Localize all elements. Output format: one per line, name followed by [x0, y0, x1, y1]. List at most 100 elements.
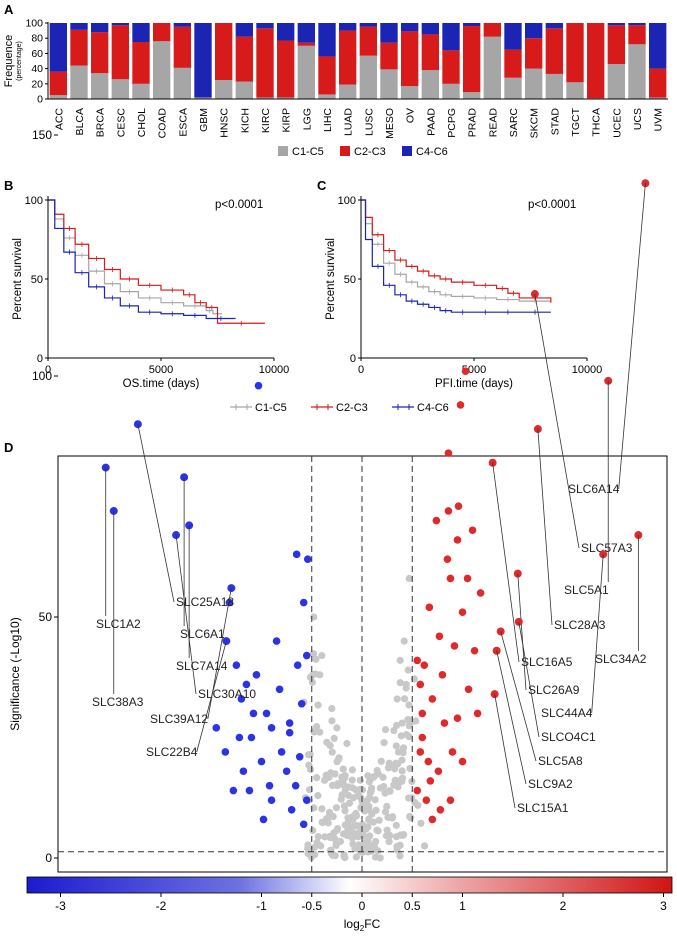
ns-point: [417, 819, 425, 827]
gene-leader-slc28a3: [537, 428, 553, 626]
ns-point: [325, 808, 334, 816]
ns-point: [405, 701, 413, 709]
bar-brca-c1c5: [90, 73, 109, 99]
ns-point: [316, 728, 324, 736]
ns-point: [392, 821, 400, 829]
curve-c2c3: [48, 199, 265, 324]
ns-point: [344, 783, 353, 791]
bar-paad-c1c5: [421, 70, 440, 99]
ns-point: [406, 764, 414, 773]
ns-point: [369, 818, 377, 826]
up-point: [450, 642, 459, 650]
bar-esca-c2c3: [173, 26, 192, 68]
ns-point: [365, 805, 373, 814]
ns-point: [363, 796, 371, 805]
up-point: [464, 685, 473, 694]
gene-label-slc34a2: SLC34A2: [595, 652, 647, 666]
ns-point: [381, 725, 390, 734]
ns-point: [337, 795, 345, 803]
ns-point: [364, 772, 372, 780]
x-tick-stad: STAD: [549, 108, 561, 136]
ns-point: [352, 809, 360, 817]
up-point: [444, 449, 453, 457]
ns-point: [385, 837, 393, 846]
up-point: [443, 555, 452, 563]
down-point: [242, 680, 251, 689]
ns-point: [335, 754, 343, 762]
bar-kich-c1c5: [235, 81, 254, 99]
ns-point: [373, 826, 381, 834]
down-point: [235, 733, 244, 742]
x-tick-10000: 10000: [259, 364, 290, 376]
bar-skcm-c4c6: [524, 23, 543, 39]
bar-kich-c4c6: [235, 23, 254, 37]
bar-lihc-c2c3: [318, 56, 336, 95]
down-point: [291, 781, 300, 790]
up-point: [428, 815, 437, 824]
ns-point: [390, 781, 398, 789]
ns-point: [398, 756, 406, 764]
bar-sarc-c1c5: [504, 77, 522, 99]
up-point: [436, 806, 445, 814]
x-tick-gbm: GBM: [198, 108, 210, 132]
x-tick-ucec: UCEC: [611, 108, 623, 138]
x-tick-ov: OV: [405, 108, 417, 123]
ns-point: [348, 834, 356, 842]
x-tick-coad: COAD: [157, 108, 169, 139]
down-point: [303, 555, 312, 563]
ns-point: [407, 814, 415, 822]
y-tick-100: 100: [338, 195, 356, 207]
gene-label-slc5a8: SLC5A8: [538, 754, 583, 768]
ns-point: [379, 773, 387, 781]
ns-point: [369, 773, 377, 782]
curve-c2c3: [361, 199, 552, 303]
down-point: [292, 550, 301, 559]
ns-point: [394, 748, 403, 756]
gene-label-slc9a2: SLC9A2: [528, 777, 573, 791]
ns-point: [328, 781, 337, 790]
bar-ucs-c4c6: [628, 23, 646, 26]
ns-point: [305, 751, 313, 759]
ns-point: [384, 764, 392, 772]
up-point: [420, 661, 429, 669]
gene-label-slc16a5: SLC16A5: [521, 655, 573, 669]
ns-point: [340, 802, 349, 810]
gene-leader-slc16a5: [492, 462, 520, 663]
ns-point: [399, 831, 407, 839]
gene-label-slc26a9: SLC26A9: [528, 683, 580, 697]
y-tick-60: 60: [31, 48, 43, 60]
gene-leader-slc44a4: [591, 554, 604, 714]
down-point: [247, 733, 256, 742]
x-tick-uvm: UVM: [653, 108, 665, 131]
ns-point: [392, 833, 401, 841]
ns-point: [332, 804, 341, 812]
curve-c4c6: [361, 199, 551, 313]
down-point: [285, 728, 294, 737]
ns-point: [396, 656, 404, 664]
panel-label-a: A: [4, 2, 14, 17]
bar-ucs-c1c5: [628, 44, 646, 99]
up-point: [446, 574, 455, 583]
ns-point: [328, 704, 336, 713]
bar-chol-c4c6: [132, 23, 150, 42]
up-point: [461, 367, 470, 375]
ns-point: [341, 772, 349, 780]
x-tick-skcm: SKCM: [529, 108, 541, 138]
down-point: [302, 651, 311, 660]
down-point: [257, 757, 266, 766]
bar-sarc-c2c3: [504, 49, 522, 78]
surv-legend-label-c4c6: C4-C6: [417, 402, 449, 414]
ns-point: [420, 842, 429, 850]
y-tick-50: 50: [39, 610, 53, 624]
up-point: [416, 748, 425, 756]
bar-cesc-c1c5: [111, 79, 130, 99]
cbar-tick-3: 3: [660, 899, 667, 913]
x-tick-tgct: TGCT: [570, 107, 582, 136]
gene-leader-slc6a14: [618, 183, 646, 490]
gene-leader-slc30a10: [175, 535, 197, 695]
bar-read-c2c3: [483, 23, 502, 37]
bar-hnsc-c1c5: [214, 80, 233, 99]
x-tick-kirc: KIRC: [260, 108, 272, 134]
ns-point: [313, 774, 321, 782]
